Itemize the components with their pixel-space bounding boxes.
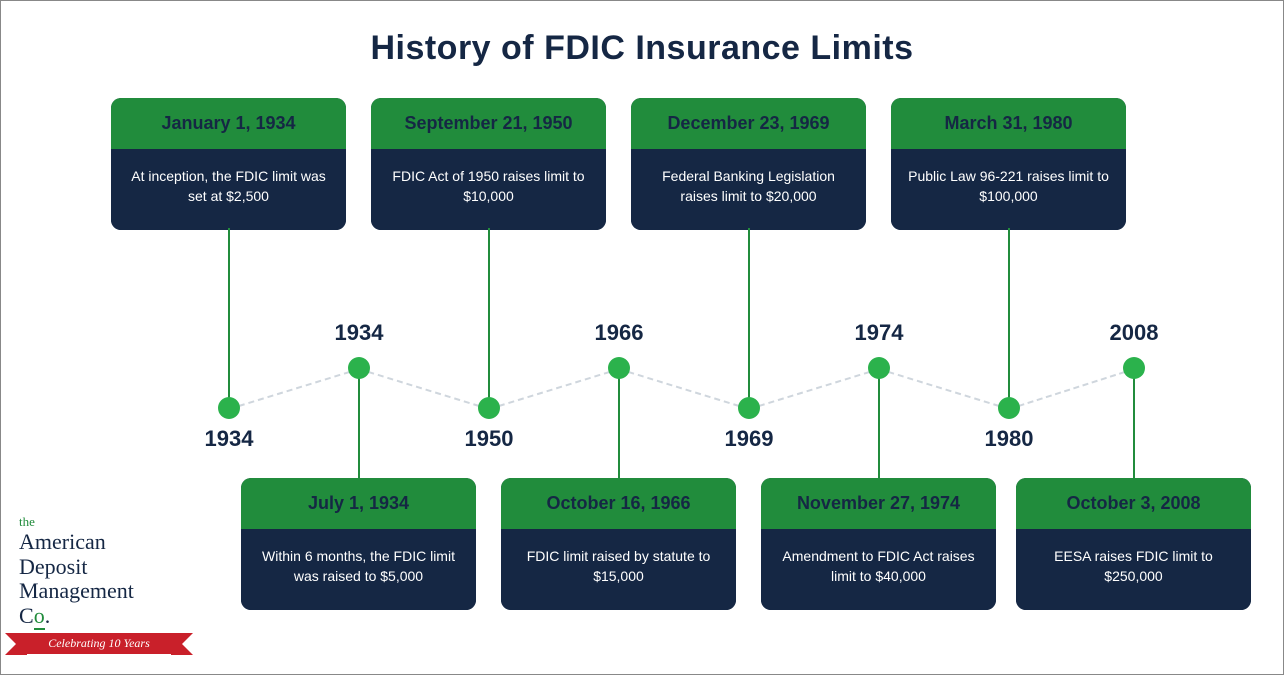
timeline-dot <box>998 397 1020 419</box>
logo-line-3: Management <box>19 579 199 603</box>
timeline-dot <box>608 357 630 379</box>
logo-c: C <box>19 603 34 628</box>
year-label: 1966 <box>595 320 644 346</box>
connector-line <box>488 228 490 408</box>
card-text: At inception, the FDIC limit was set at … <box>111 149 346 230</box>
card-text: FDIC limit raised by statute to $15,000 <box>501 529 736 610</box>
connector-line <box>1008 228 1010 408</box>
connector-line <box>1133 368 1135 478</box>
timeline-card-top: January 1, 1934At inception, the FDIC li… <box>111 98 346 230</box>
connector-line <box>878 368 880 478</box>
year-label: 1974 <box>855 320 904 346</box>
card-text: EESA raises FDIC limit to $250,000 <box>1016 529 1251 610</box>
timeline-dash <box>618 368 749 410</box>
card-text: Federal Banking Legislation raises limit… <box>631 149 866 230</box>
card-date: October 3, 2008 <box>1016 478 1251 529</box>
timeline-card-bottom: October 16, 1966FDIC limit raised by sta… <box>501 478 736 610</box>
logo-o: o <box>34 603 45 630</box>
timeline-card-bottom: November 27, 1974Amendment to FDIC Act r… <box>761 478 996 610</box>
connector-line <box>748 228 750 408</box>
timeline-card-top: December 23, 1969Federal Banking Legisla… <box>631 98 866 230</box>
card-text: Amendment to FDIC Act raises limit to $4… <box>761 529 996 610</box>
timeline-dash <box>749 368 880 410</box>
timeline-dot <box>1123 357 1145 379</box>
card-date: November 27, 1974 <box>761 478 996 529</box>
card-date: January 1, 1934 <box>111 98 346 149</box>
anniversary-ribbon: Celebrating 10 Years <box>19 633 179 654</box>
connector-line <box>618 368 620 478</box>
timeline-dash <box>489 368 620 410</box>
year-label: 2008 <box>1110 320 1159 346</box>
card-date: September 21, 1950 <box>371 98 606 149</box>
logo-the: the <box>19 514 199 530</box>
timeline-dot <box>868 357 890 379</box>
timeline-dash <box>358 368 489 410</box>
logo-co: Co. <box>19 603 199 629</box>
card-date: March 31, 1980 <box>891 98 1126 149</box>
card-date: December 23, 1969 <box>631 98 866 149</box>
logo-dot: . <box>45 603 51 628</box>
brand-logo: the American Deposit Management Co. Cele… <box>19 514 199 654</box>
timeline-dot <box>478 397 500 419</box>
timeline-card-bottom: October 3, 2008EESA raises FDIC limit to… <box>1016 478 1251 610</box>
card-text: FDIC Act of 1950 raises limit to $10,000 <box>371 149 606 230</box>
timeline-dash <box>878 368 1009 410</box>
year-label: 1969 <box>725 426 774 452</box>
timeline-dash <box>229 368 360 410</box>
timeline-dot <box>218 397 240 419</box>
card-text: Within 6 months, the FDIC limit was rais… <box>241 529 476 610</box>
timeline-card-top: March 31, 1980Public Law 96-221 raises l… <box>891 98 1126 230</box>
timeline-card-top: September 21, 1950FDIC Act of 1950 raise… <box>371 98 606 230</box>
card-date: October 16, 1966 <box>501 478 736 529</box>
card-date: July 1, 1934 <box>241 478 476 529</box>
connector-line <box>358 368 360 478</box>
timeline-dash <box>1009 368 1135 410</box>
card-text: Public Law 96-221 raises limit to $100,0… <box>891 149 1126 230</box>
logo-line-2: Deposit <box>19 555 199 579</box>
timeline-dot <box>738 397 760 419</box>
year-label: 1934 <box>335 320 384 346</box>
logo-line-1: American <box>19 530 199 554</box>
year-label: 1950 <box>465 426 514 452</box>
timeline-dot <box>348 357 370 379</box>
year-label: 1980 <box>985 426 1034 452</box>
page-title: History of FDIC Insurance Limits <box>1 1 1283 68</box>
timeline-card-bottom: July 1, 1934Within 6 months, the FDIC li… <box>241 478 476 610</box>
connector-line <box>228 228 230 408</box>
year-label: 1934 <box>205 426 254 452</box>
